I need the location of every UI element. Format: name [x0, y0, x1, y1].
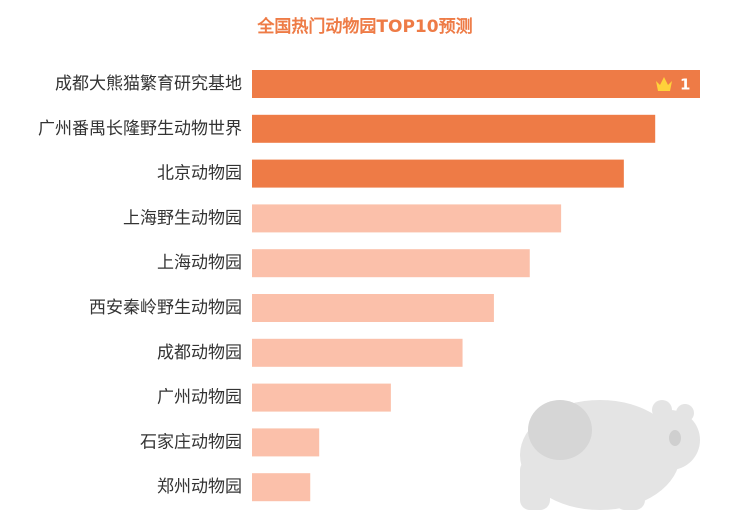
bar: [252, 428, 320, 457]
y-tick-label: 上海野生动物园: [123, 208, 242, 228]
y-tick-label: 北京动物园: [157, 164, 242, 184]
y-tick-label: 石家庄动物园: [140, 432, 242, 452]
rank-label: 1: [680, 76, 690, 94]
bar: [252, 249, 530, 278]
y-tick-label: 上海动物园: [157, 253, 242, 273]
bar: [252, 294, 494, 322]
crown-icon: [656, 77, 672, 91]
bars: 成都大熊猫繁育研究基地广州番禺长隆野生动物世界北京动物园上海野生动物园上海动物园…: [38, 70, 700, 502]
y-tick-label: 广州动物园: [157, 388, 242, 408]
y-tick-label: 成都动物园: [157, 343, 242, 363]
chart-title: 全国热门动物园TOP10预测: [256, 16, 472, 37]
panda-silhouette: [520, 400, 700, 510]
y-tick-label: 成都大熊猫繁育研究基地: [55, 74, 242, 94]
y-tick-label: 广州番禺长隆野生动物世界: [38, 119, 242, 139]
bar: [252, 114, 656, 143]
bar: [252, 473, 311, 502]
y-tick-label: 西安秦岭野生动物园: [89, 298, 242, 318]
bar: [252, 159, 624, 188]
bar: [252, 70, 700, 98]
bar: [252, 338, 463, 367]
bar: [252, 383, 391, 412]
y-tick-label: 郑州动物园: [157, 477, 242, 497]
bar: [252, 204, 562, 233]
